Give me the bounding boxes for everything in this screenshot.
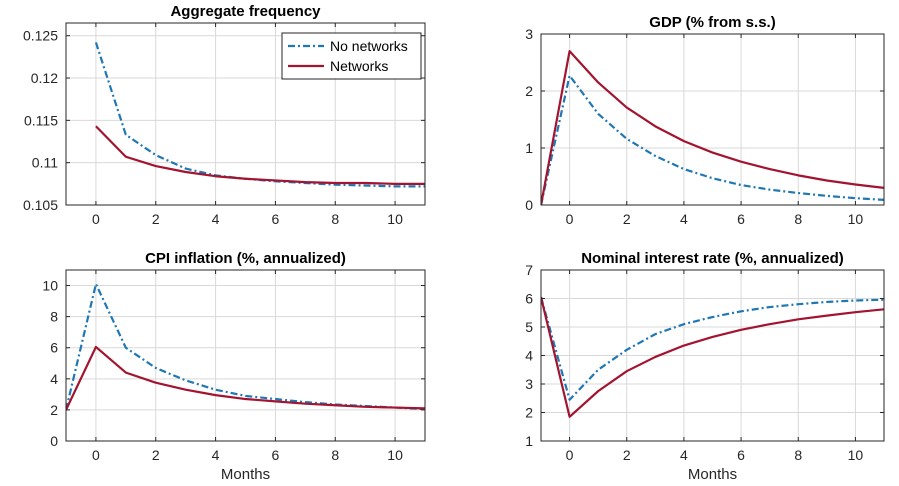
x-tick-label: 4 (680, 447, 688, 463)
y-tick-label: 3 (525, 376, 533, 392)
x-tick-label: 6 (737, 447, 745, 463)
x-tick-label: 4 (212, 447, 220, 463)
series-line-no-networks (541, 296, 884, 401)
axes-box (65, 269, 426, 442)
legend-box (281, 32, 422, 80)
series-line-no-networks (541, 74, 884, 205)
x-tick-label: 6 (272, 211, 280, 227)
y-tick-label: 4 (525, 348, 533, 364)
x-tick-label: 8 (331, 211, 339, 227)
x-tick-label: 10 (387, 447, 403, 463)
series-line-networks (95, 125, 425, 185)
x-tick-label: 10 (848, 447, 864, 463)
x-tick-label: 2 (152, 211, 160, 227)
x-tick-label: 10 (387, 211, 403, 227)
x-tick-label: 10 (848, 211, 864, 227)
legend-label-no-networks: No networks (330, 38, 408, 54)
y-tick-label: 4 (50, 371, 58, 387)
legend: No networks Networks (281, 32, 422, 80)
panel-3: 0 2 4 6 8 10 0 2 4 6 8 10 CPI inflation (%, annualiz… (42, 250, 426, 483)
axes-box (65, 22, 426, 206)
y-tick-label: 2 (525, 83, 533, 99)
y-tick-label: 6 (50, 340, 58, 356)
x-tick-label: 2 (623, 211, 631, 227)
y-tick-label: 3 (525, 26, 533, 42)
x-tick-label: 8 (794, 447, 802, 463)
x-tick-label: 6 (272, 447, 280, 463)
panel-2: 0 2 4 6 8 10 0 1 2 3 GDP (% from s.s.) (525, 14, 885, 227)
y-tick-label: 1 (525, 140, 533, 156)
y-tick-label: 0.11 (32, 155, 58, 171)
y-tick-label: 0.125 (23, 28, 58, 44)
x-tick-label: 4 (212, 211, 220, 227)
x-axis-label: Months (688, 466, 737, 483)
y-tick-label: 2 (525, 405, 533, 421)
x-tick-label: 2 (623, 447, 631, 463)
y-tick-label: 10 (42, 278, 58, 294)
series-line-no-networks (66, 282, 425, 411)
legend-label-networks: Networks (330, 58, 388, 74)
x-tick-label: 0 (92, 211, 100, 227)
y-tick-label: 0.12 (31, 70, 58, 86)
panel-title: GDP (% from s.s.) (649, 14, 775, 31)
y-tick-label: 0.105 (23, 197, 58, 213)
y-tick-label: 6 (525, 291, 533, 307)
axes-box (540, 33, 885, 206)
x-axis-label: Months (221, 466, 270, 483)
x-tick-label: 0 (566, 447, 574, 463)
y-tick-label: 7 (525, 262, 533, 278)
y-tick-label: 8 (50, 309, 58, 325)
x-tick-label: 2 (152, 447, 160, 463)
y-tick-label: 0 (50, 433, 58, 449)
x-tick-label: 8 (331, 447, 339, 463)
x-tick-label: 8 (794, 211, 802, 227)
series-line-networks (541, 49, 884, 205)
panel-title: CPI inflation (%, annualized) (145, 250, 346, 267)
panel-title: Nominal interest rate (%, annualized) (581, 250, 844, 267)
x-tick-label: 0 (566, 211, 574, 227)
x-tick-label: 6 (737, 211, 745, 227)
series-line-networks (66, 345, 425, 411)
y-tick-label: 0.115 (24, 112, 58, 128)
series-line-networks (541, 296, 884, 418)
x-tick-label: 0 (92, 447, 100, 463)
x-tick-label: 4 (680, 211, 688, 227)
panel-title: Aggregate frequency (170, 3, 321, 20)
y-tick-label: 2 (50, 402, 58, 418)
y-tick-label: 5 (525, 319, 533, 335)
y-tick-label: 1 (525, 433, 533, 449)
y-tick-label: 0 (525, 197, 533, 213)
